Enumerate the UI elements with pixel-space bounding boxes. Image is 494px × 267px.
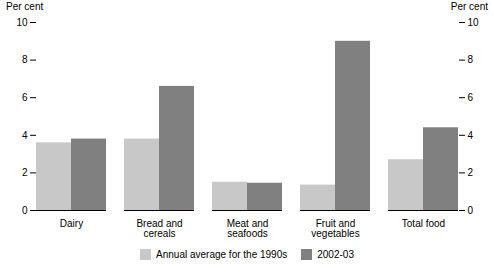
html-text:2002-03: 2002-03 bbox=[317, 248, 354, 260]
svg-text:6: 6 bbox=[22, 92, 28, 103]
svg-text:Meat andseafoods: Meat andseafoods bbox=[227, 218, 269, 239]
svg-text:Dairy: Dairy bbox=[60, 218, 83, 229]
svg-text:8: 8 bbox=[468, 54, 474, 65]
svg-text:4: 4 bbox=[468, 130, 474, 141]
html-text:Per cent: Per cent bbox=[450, 1, 488, 12]
svg-text:Total food: Total food bbox=[402, 218, 445, 229]
svg-text:0: 0 bbox=[22, 205, 28, 216]
svg-text:8: 8 bbox=[22, 54, 28, 65]
svg-text:6: 6 bbox=[468, 92, 474, 103]
svg-text:10: 10 bbox=[16, 17, 28, 28]
svg-text:10: 10 bbox=[468, 17, 480, 28]
svg-text:0: 0 bbox=[468, 205, 474, 216]
svg-text:4: 4 bbox=[22, 130, 28, 141]
svg-text:2: 2 bbox=[22, 167, 28, 178]
svg-text:Bread andcereals: Bread andcereals bbox=[136, 218, 182, 239]
html-text:Annual average for the 1990s: Annual average for the 1990s bbox=[156, 248, 288, 260]
html-text:Per cent: Per cent bbox=[6, 1, 44, 12]
svg-text:2: 2 bbox=[468, 167, 474, 178]
svg-text:Fruit andvegetables: Fruit andvegetables bbox=[311, 218, 359, 239]
